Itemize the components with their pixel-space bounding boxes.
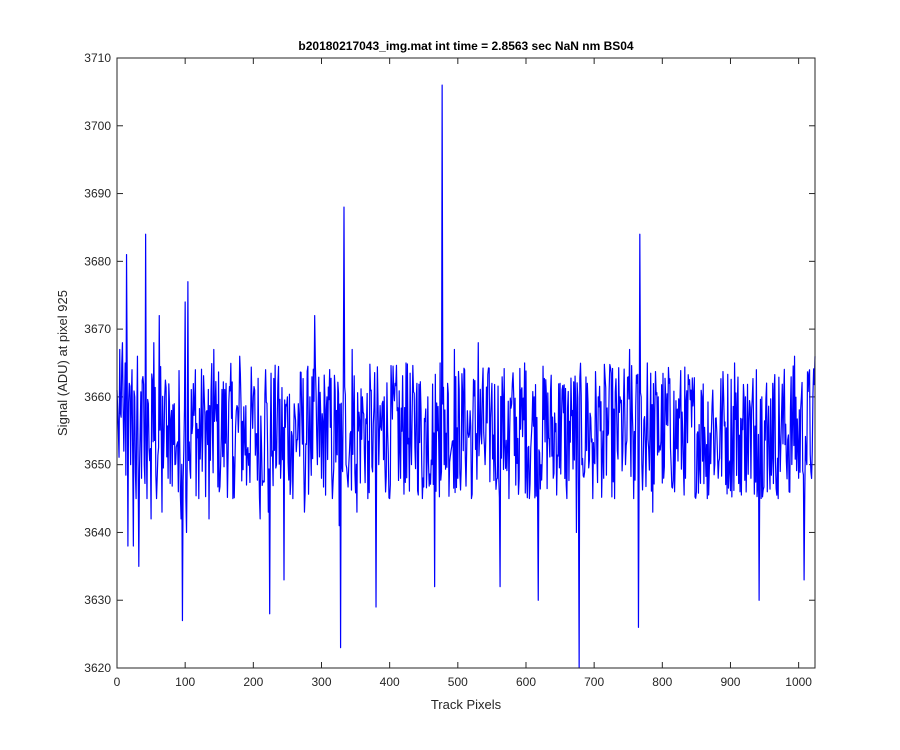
signal-series-line bbox=[116, 84, 816, 669]
y-tick-label: 3650 bbox=[84, 458, 111, 472]
x-tick-label: 600 bbox=[516, 675, 536, 689]
y-tick-label: 3630 bbox=[84, 593, 111, 607]
x-axis-label: Track Pixels bbox=[431, 697, 502, 712]
x-tick-label: 0 bbox=[114, 675, 121, 689]
y-axis-label: Signal (ADU) at pixel 925 bbox=[55, 290, 70, 436]
x-tick-label: 200 bbox=[243, 675, 263, 689]
y-tick-label: 3670 bbox=[84, 322, 111, 336]
x-tick-label: 700 bbox=[584, 675, 604, 689]
y-tick-label: 3660 bbox=[84, 390, 111, 404]
x-tick-label: 800 bbox=[652, 675, 672, 689]
plot-area bbox=[117, 58, 815, 668]
y-tick-label: 3680 bbox=[84, 254, 111, 268]
x-tick-label: 1000 bbox=[785, 675, 812, 689]
x-tick-label: 300 bbox=[311, 675, 331, 689]
y-tick-label: 3690 bbox=[84, 187, 111, 201]
x-tick-label: 100 bbox=[175, 675, 195, 689]
y-tick-label: 3620 bbox=[84, 661, 111, 675]
x-tick-label: 400 bbox=[380, 675, 400, 689]
x-tick-label: 900 bbox=[720, 675, 740, 689]
y-tick-label: 3640 bbox=[84, 525, 111, 539]
y-tick-label: 3710 bbox=[84, 51, 111, 65]
axes-box bbox=[116, 57, 816, 669]
y-tick-label: 3700 bbox=[84, 119, 111, 133]
chart-title: b20180217043_img.mat int time = 2.8563 s… bbox=[298, 39, 634, 53]
axis-ticks: 0 100 200 300 400 500 600 700 800 900 1000 3620 3630… bbox=[84, 51, 815, 689]
x-tick-label: 500 bbox=[448, 675, 468, 689]
